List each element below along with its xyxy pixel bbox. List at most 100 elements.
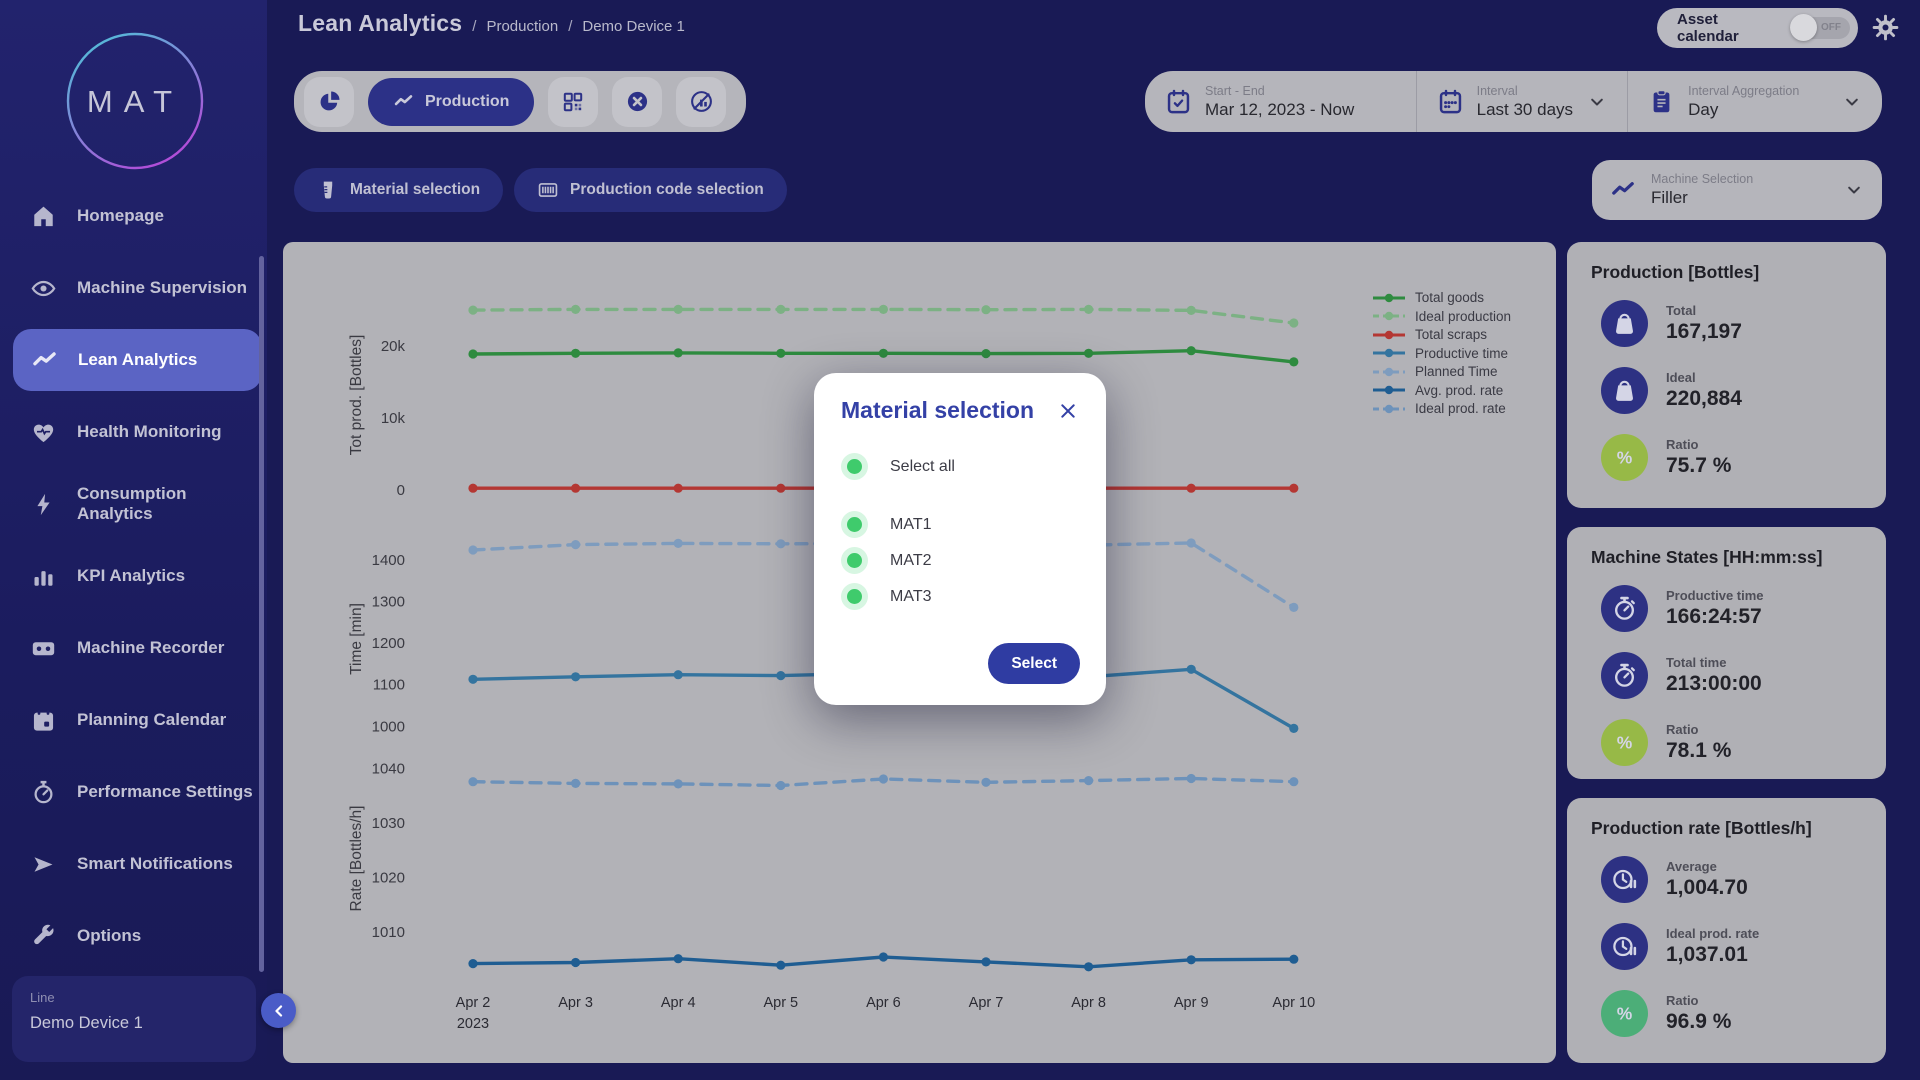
legend-item-productive-time[interactable]: Productive time xyxy=(1371,346,1511,361)
sidebar-item-label: Performance Settings xyxy=(77,781,253,801)
legend-label: Total goods xyxy=(1415,290,1485,305)
sidebar-item-health-monitoring[interactable]: Health Monitoring xyxy=(0,396,267,468)
select-button[interactable]: Select xyxy=(988,643,1080,684)
svg-text:Rate [Bottles/h]: Rate [Bottles/h] xyxy=(348,806,365,912)
radio-checked-icon[interactable] xyxy=(841,547,868,574)
svg-text:2023: 2023 xyxy=(457,1016,489,1032)
legend-item-ideal-prod-rate[interactable]: Ideal prod. rate xyxy=(1371,401,1511,416)
sidebar-item-consumption-analytics[interactable]: Consumption Analytics xyxy=(0,468,267,540)
stat-value: 78.1 % xyxy=(1666,738,1732,762)
settings-gear-button[interactable] xyxy=(1871,13,1900,42)
legend-item-ideal-production[interactable]: Ideal production xyxy=(1371,309,1511,324)
modal-option-select-all[interactable]: Select all xyxy=(841,453,1079,480)
sidebar-item-planning-calendar[interactable]: Planning Calendar xyxy=(0,684,267,756)
breadcrumb-item[interactable]: Demo Device 1 xyxy=(582,18,685,35)
sidebar-item-smart-notifications[interactable]: Smart Notifications xyxy=(0,828,267,900)
radio-checked-icon[interactable] xyxy=(841,453,868,480)
sidebar-item-label: Homepage xyxy=(77,205,164,225)
toggle-knob xyxy=(1789,14,1817,41)
modal-option-mat1[interactable]: MAT1 xyxy=(841,511,1079,538)
material-selection-button[interactable]: Material selection xyxy=(294,168,504,212)
logo-circle-icon: MAT xyxy=(66,32,204,170)
stat-card-0: Production [Bottles] Total 167,197 Ideal 220… xyxy=(1567,242,1886,508)
svg-text:Apr 4: Apr 4 xyxy=(661,995,696,1011)
stat-label: Ratio xyxy=(1666,992,1699,1008)
eye-icon xyxy=(30,275,57,302)
svg-text:1100: 1100 xyxy=(373,677,405,694)
beaker-icon xyxy=(317,179,339,201)
close-icon[interactable] xyxy=(1057,400,1079,422)
code-view-button[interactable] xyxy=(548,76,599,127)
stat-card-2: Production rate [Bottles/h] Average 1,004.… xyxy=(1567,798,1886,1063)
sidebar-item-label: Planning Calendar xyxy=(77,709,227,729)
calendar-check-icon xyxy=(1165,88,1192,115)
time-toolbar: Start - End Mar 12, 2023 - Now Interval … xyxy=(1145,71,1882,132)
stat-row: Ideal prod. rate 1,037.01 xyxy=(1601,919,1862,973)
svg-text:%: % xyxy=(1617,732,1633,752)
svg-text:1000: 1000 xyxy=(372,718,405,735)
sidebar-scrollbar[interactable] xyxy=(259,256,264,972)
legend-swatch xyxy=(1373,311,1405,321)
stat-value: 213:00:00 xyxy=(1666,671,1762,695)
sidebar-item-label: Health Monitoring xyxy=(77,421,222,441)
svg-text:Time [min]: Time [min] xyxy=(348,603,365,675)
svg-text:Apr 3: Apr 3 xyxy=(558,995,593,1011)
sidebar-item-options[interactable]: Options xyxy=(0,900,267,972)
modal-option-mat2[interactable]: MAT2 xyxy=(841,547,1079,574)
legend-item-total-goods[interactable]: Total goods xyxy=(1371,290,1511,305)
scrap-view-button[interactable] xyxy=(612,76,663,127)
svg-text:Apr 8: Apr 8 xyxy=(1071,995,1106,1011)
downtime-view-button[interactable] xyxy=(676,76,727,127)
modal-title: Material selection xyxy=(841,397,1035,423)
breadcrumb-item[interactable]: Production xyxy=(486,18,559,35)
svg-text:1010: 1010 xyxy=(372,924,405,941)
qr-grid-icon xyxy=(561,90,585,114)
interval-select[interactable]: Interval Last 30 days xyxy=(1415,71,1627,132)
sidebar-item-kpi-analytics[interactable]: KPI Analytics xyxy=(0,540,267,612)
svg-text:1300: 1300 xyxy=(372,594,405,611)
legend-swatch xyxy=(1373,367,1405,376)
home-icon xyxy=(30,203,57,230)
bolt-icon xyxy=(30,491,57,518)
legend-item-planned-time[interactable]: Planned Time xyxy=(1371,364,1511,379)
sidebar-collapse-button[interactable] xyxy=(261,993,296,1028)
svg-text:%: % xyxy=(1617,447,1633,467)
radio-checked-icon[interactable] xyxy=(841,583,868,610)
stat-label: Ideal prod. rate xyxy=(1666,925,1760,941)
sidebar-item-homepage[interactable]: Homepage xyxy=(0,180,267,252)
trend-icon xyxy=(31,347,58,374)
sidebar-item-machine-recorder[interactable]: Machine Recorder xyxy=(0,612,267,684)
line-selector-value: Demo Device 1 xyxy=(30,1014,143,1032)
chevron-down-icon xyxy=(1844,180,1864,200)
radio-checked-icon[interactable] xyxy=(841,511,868,538)
modal-header: Material selection xyxy=(841,397,1079,424)
sidebar-item-label: Machine Recorder xyxy=(77,637,225,657)
percent-icon: % xyxy=(1601,989,1648,1037)
svg-text:1200: 1200 xyxy=(372,635,405,652)
view-toolbar: Production xyxy=(294,71,747,132)
svg-text:Apr 6: Apr 6 xyxy=(866,995,901,1011)
breadcrumb-separator: / xyxy=(472,18,477,35)
date-range-picker[interactable]: Start - End Mar 12, 2023 - Now xyxy=(1145,71,1416,132)
production-view-button[interactable]: Production xyxy=(368,77,535,126)
production-code-selection-label: Production code selection xyxy=(570,181,764,198)
toggle-switch[interactable]: OFF xyxy=(1789,14,1850,41)
sidebar-item-performance-settings[interactable]: Performance Settings xyxy=(0,756,267,828)
machine-selection-dropdown[interactable]: Machine Selection Filler xyxy=(1592,160,1882,220)
legend-item-avg-prod-rate[interactable]: Avg. prod. rate xyxy=(1371,383,1511,398)
aggregation-select[interactable]: Interval Aggregation Day xyxy=(1627,71,1882,132)
stat-value: 75.7 % xyxy=(1666,453,1732,477)
pie-view-button[interactable] xyxy=(304,76,354,127)
modal-option-mat3[interactable]: MAT3 xyxy=(841,583,1079,610)
stat-row: % Ratio 75.7 % xyxy=(1601,430,1862,484)
machine-selection-label: Machine Selection xyxy=(1651,172,1754,186)
legend-item-total-scraps[interactable]: Total scraps xyxy=(1371,327,1511,342)
sidebar-item-machine-supervision[interactable]: Machine Supervision xyxy=(0,252,267,324)
sidebar-item-lean-analytics[interactable]: Lean Analytics xyxy=(13,329,262,391)
production-code-selection-button[interactable]: Production code selection xyxy=(514,168,787,212)
asset-calendar-toggle[interactable]: Asset calendar OFF xyxy=(1657,8,1858,48)
stat-value: 1,004.70 xyxy=(1666,875,1748,899)
interval-label: Interval xyxy=(1476,83,1518,98)
line-selector[interactable]: Line Demo Device 1 xyxy=(12,976,256,1062)
